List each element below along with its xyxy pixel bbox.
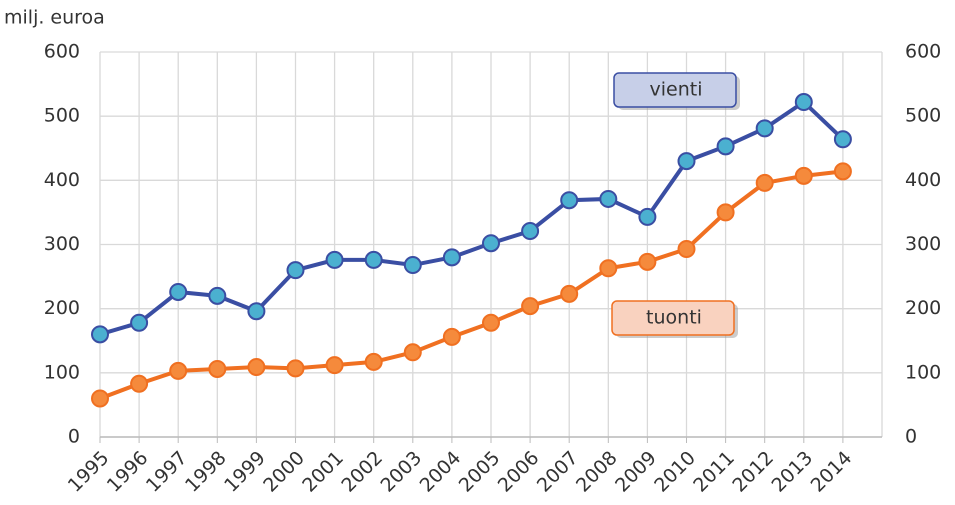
- point: [482, 313, 500, 332]
- x-tick-label: 2007: [533, 447, 583, 497]
- point: [364, 250, 383, 269]
- point: [286, 261, 305, 280]
- point: [403, 343, 422, 362]
- point: [403, 256, 422, 275]
- point: [560, 191, 579, 210]
- legend-box: [611, 300, 735, 336]
- legend-box: [613, 72, 737, 108]
- x-tick-label: 2004: [416, 447, 466, 497]
- point: [325, 356, 344, 375]
- y2-tick-label: 100: [905, 361, 941, 383]
- y2-tick-label: 200: [905, 297, 941, 319]
- point: [286, 359, 305, 378]
- x-tick-label: 1996: [103, 447, 153, 497]
- x-tick-label: 2011: [689, 447, 739, 497]
- point: [599, 189, 618, 208]
- x-tick-label: 1995: [64, 447, 114, 497]
- y-tick-label: 200: [44, 297, 80, 319]
- point: [247, 358, 266, 377]
- point: [169, 282, 188, 301]
- point: [521, 297, 540, 316]
- point: [755, 173, 774, 192]
- point: [208, 286, 227, 305]
- point: [91, 389, 109, 408]
- point: [755, 119, 774, 138]
- x-tick-label: 2010: [650, 447, 700, 497]
- point: [716, 203, 735, 222]
- point: [247, 302, 266, 321]
- y-tick-label: 0: [68, 426, 80, 448]
- x-tick-label: 2012: [728, 447, 778, 497]
- point: [521, 222, 540, 241]
- point: [325, 250, 344, 269]
- x-tick-label: 2003: [376, 447, 426, 497]
- x-tick-label: 1997: [142, 447, 192, 497]
- point: [677, 152, 696, 171]
- y-tick-label: 600: [44, 41, 80, 63]
- point: [169, 361, 188, 380]
- point: [442, 327, 461, 346]
- x-tick-label: 2006: [494, 447, 544, 497]
- point: [833, 130, 852, 149]
- x-tick-label: 1998: [181, 447, 231, 497]
- x-tick-label: 2002: [337, 447, 387, 497]
- legend-label: tuonti: [646, 307, 702, 329]
- point: [442, 248, 461, 267]
- y-tick-label: 500: [44, 105, 80, 127]
- y2-tick-label: 0: [905, 426, 917, 448]
- point: [130, 313, 149, 332]
- point: [716, 137, 735, 156]
- x-tick-label: 2001: [298, 447, 348, 497]
- point: [91, 325, 109, 344]
- point: [599, 259, 618, 278]
- point: [364, 352, 383, 371]
- y-tick-label: 400: [44, 169, 80, 191]
- point: [208, 359, 227, 378]
- x-tick-label: 2014: [807, 447, 857, 497]
- point: [794, 166, 813, 185]
- point: [482, 234, 500, 253]
- y2-tick-label: 600: [905, 41, 941, 63]
- point: [130, 374, 149, 393]
- x-tick-label: 1999: [220, 447, 270, 497]
- x-tick-label: 2000: [259, 447, 309, 497]
- x-tick-label: 2005: [455, 447, 505, 497]
- y2-tick-label: 400: [905, 169, 941, 191]
- y2-tick-label: 300: [905, 233, 941, 255]
- y-tick-label: 300: [44, 233, 80, 255]
- x-tick-label: 2013: [767, 447, 817, 497]
- point: [638, 252, 657, 271]
- x-tick-label: 2009: [611, 447, 661, 497]
- y2-tick-label: 500: [905, 105, 941, 127]
- point: [794, 93, 813, 112]
- point: [833, 162, 852, 181]
- legend-label: vienti: [650, 79, 703, 101]
- y-tick-label: 100: [44, 361, 80, 383]
- x-tick-label: 2008: [572, 447, 622, 497]
- point: [638, 207, 657, 226]
- y-axis-label: milj. euroa: [4, 7, 105, 29]
- point: [560, 284, 579, 303]
- point: [677, 239, 696, 258]
